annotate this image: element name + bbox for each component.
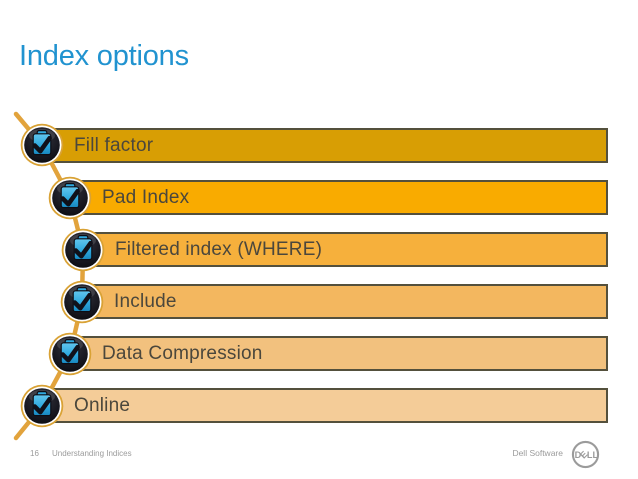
option-bar-label: Data Compression [102,342,263,364]
clipboard-check-icon [48,332,92,376]
option-bar-data-compression: Data Compression [62,336,608,371]
dell-logo: D E LL [571,440,600,469]
dell-logo-letter-tilted-e: E [578,449,589,460]
clipboard-check-icon [20,123,64,167]
option-bar-include: Include [74,284,608,319]
option-bar-label: Include [114,290,177,312]
option-bar-pad-index: Pad Index [62,180,608,215]
option-bar-online: Online [34,388,608,423]
clipboard-check-icon [48,176,92,220]
dell-logo-letter: LL [587,450,599,460]
clipboard-check-icon [20,384,64,428]
option-bar-filtered-index: Filtered index (WHERE) [75,232,608,267]
brand-name: Dell Software [512,448,563,458]
deck-title: Understanding Indices [52,449,132,458]
clipboard-check-icon [61,228,105,272]
dell-logo-ring [571,440,600,469]
option-bar-label: Filtered index (WHERE) [115,238,323,260]
option-bar-label: Fill factor [74,134,154,156]
option-bar-fill-factor: Fill factor [34,128,608,163]
option-bar-label: Pad Index [102,186,190,208]
slide-title: Index options [19,40,189,72]
dell-logo-letter: D [575,450,582,460]
clipboard-check-icon [60,280,104,324]
option-bar-label: Online [74,394,131,416]
page-number: 16 [30,449,39,458]
